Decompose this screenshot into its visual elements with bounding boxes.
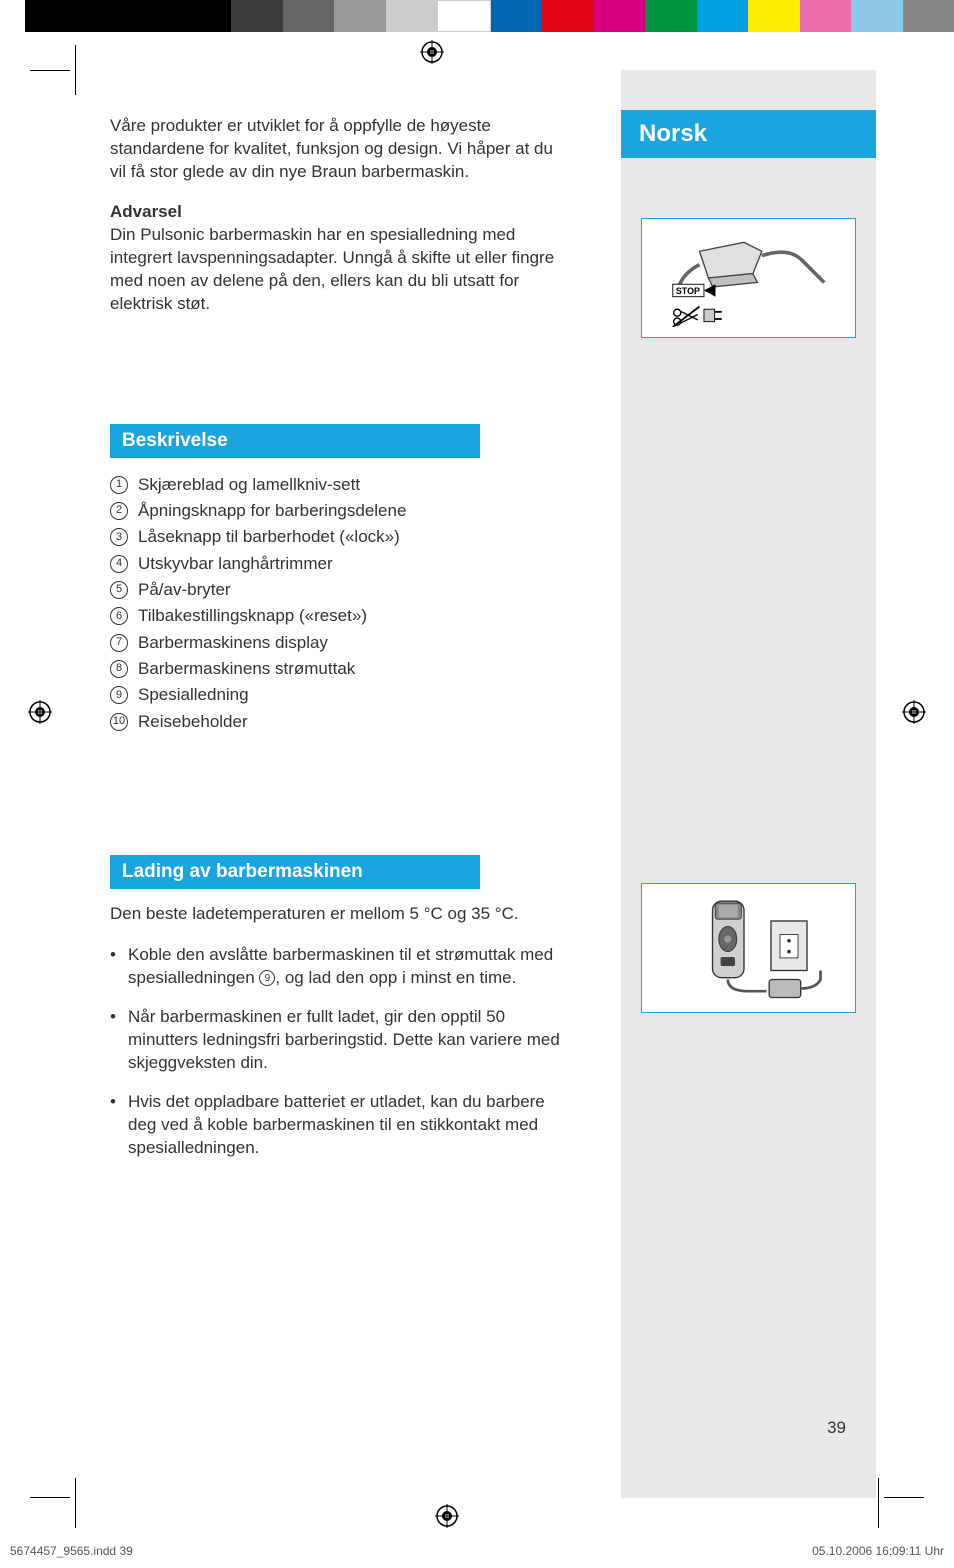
footer-filename: 5674457_9565.indd 39 — [10, 1544, 133, 1558]
swatch — [334, 0, 386, 32]
item-number-icon: 2 — [110, 502, 128, 520]
crop-mark — [30, 70, 70, 71]
registration-mark-icon — [435, 1504, 459, 1528]
item-number-icon: 5 — [110, 581, 128, 599]
item-number-icon: 10 — [110, 713, 128, 731]
charging-header: Lading av barbermaskinen — [110, 855, 480, 889]
swatch — [437, 0, 491, 32]
swatch — [594, 0, 646, 32]
crop-mark — [75, 45, 76, 95]
charging-bullets: Koble den avslåtte barbermaskinen til et… — [110, 944, 570, 1160]
crop-mark — [878, 1478, 879, 1528]
swatch — [128, 0, 180, 32]
item-number-icon: 3 — [110, 528, 128, 546]
swatch — [903, 0, 954, 32]
adapter-illustration: STOP — [641, 218, 856, 338]
list-item: Når barbermaskinen er fullt ladet, gir d… — [110, 1006, 570, 1075]
registration-mark-icon — [28, 700, 52, 724]
sidebar: Norsk STOP — [621, 70, 876, 1498]
reference-number-icon: 9 — [259, 970, 275, 986]
crop-mark — [30, 1497, 70, 1498]
list-item: 6Tilbakestillingsknapp («reset») — [110, 603, 570, 629]
footer-timestamp: 05.10.2006 16:09:11 Uhr — [812, 1544, 944, 1558]
swatch — [231, 0, 283, 32]
list-item: 8Barbermaskinens strømuttak — [110, 656, 570, 682]
list-item: 9Spesialledning — [110, 682, 570, 708]
item-number-icon: 8 — [110, 660, 128, 678]
item-number-icon: 7 — [110, 634, 128, 652]
swatch — [800, 0, 852, 32]
swatch — [645, 0, 697, 32]
swatch — [542, 0, 594, 32]
list-item: 2Åpningsknapp for barberingsdelene — [110, 498, 570, 524]
item-number-icon: 6 — [110, 607, 128, 625]
language-badge: Norsk — [621, 110, 876, 158]
description-list: 1Skjæreblad og lamellkniv-sett 2Åpningsk… — [110, 472, 570, 735]
stop-label: STOP — [676, 286, 700, 296]
registration-mark-icon — [902, 700, 926, 724]
charging-illustration — [641, 883, 856, 1013]
swatch — [386, 0, 438, 32]
list-item: 10Reisebeholder — [110, 709, 570, 735]
list-item: Koble den avslåtte barbermaskinen til et… — [110, 944, 570, 990]
crop-mark — [884, 1497, 924, 1498]
swatch — [25, 0, 77, 32]
swatch — [697, 0, 749, 32]
item-number-icon: 1 — [110, 476, 128, 494]
swatch — [491, 0, 543, 32]
item-number-icon: 4 — [110, 555, 128, 573]
registration-mark-icon — [420, 40, 444, 64]
list-item: 1Skjæreblad og lamellkniv-sett — [110, 472, 570, 498]
page-number: 39 — [827, 1418, 846, 1438]
list-item: 3Låseknapp til barberhodet («lock») — [110, 524, 570, 550]
page-content: Norsk STOP — [80, 70, 876, 1498]
intro-paragraph: Våre produkter er utviklet for å oppfyll… — [110, 115, 570, 184]
list-item: 7Barbermaskinens display — [110, 630, 570, 656]
list-item: 5På/av-bryter — [110, 577, 570, 603]
warning-text: Din Pulsonic barbermaskin har en spesial… — [110, 224, 570, 316]
list-item: 4Utskyvbar langhårtrimmer — [110, 551, 570, 577]
swatch — [748, 0, 800, 32]
warning-title: Advarsel — [110, 202, 570, 222]
swatch — [283, 0, 335, 32]
crop-mark — [75, 1478, 76, 1528]
list-item: Hvis det oppladbare batteriet er utladet… — [110, 1091, 570, 1160]
charging-intro: Den beste ladetemperaturen er mellom 5 °… — [110, 903, 570, 926]
swatch — [77, 0, 129, 32]
print-color-bar — [25, 0, 954, 32]
main-column: Våre produkter er utviklet for å oppfyll… — [110, 115, 570, 1175]
item-number-icon: 9 — [110, 686, 128, 704]
description-header: Beskrivelse — [110, 424, 480, 458]
swatch — [180, 0, 232, 32]
swatch — [851, 0, 903, 32]
